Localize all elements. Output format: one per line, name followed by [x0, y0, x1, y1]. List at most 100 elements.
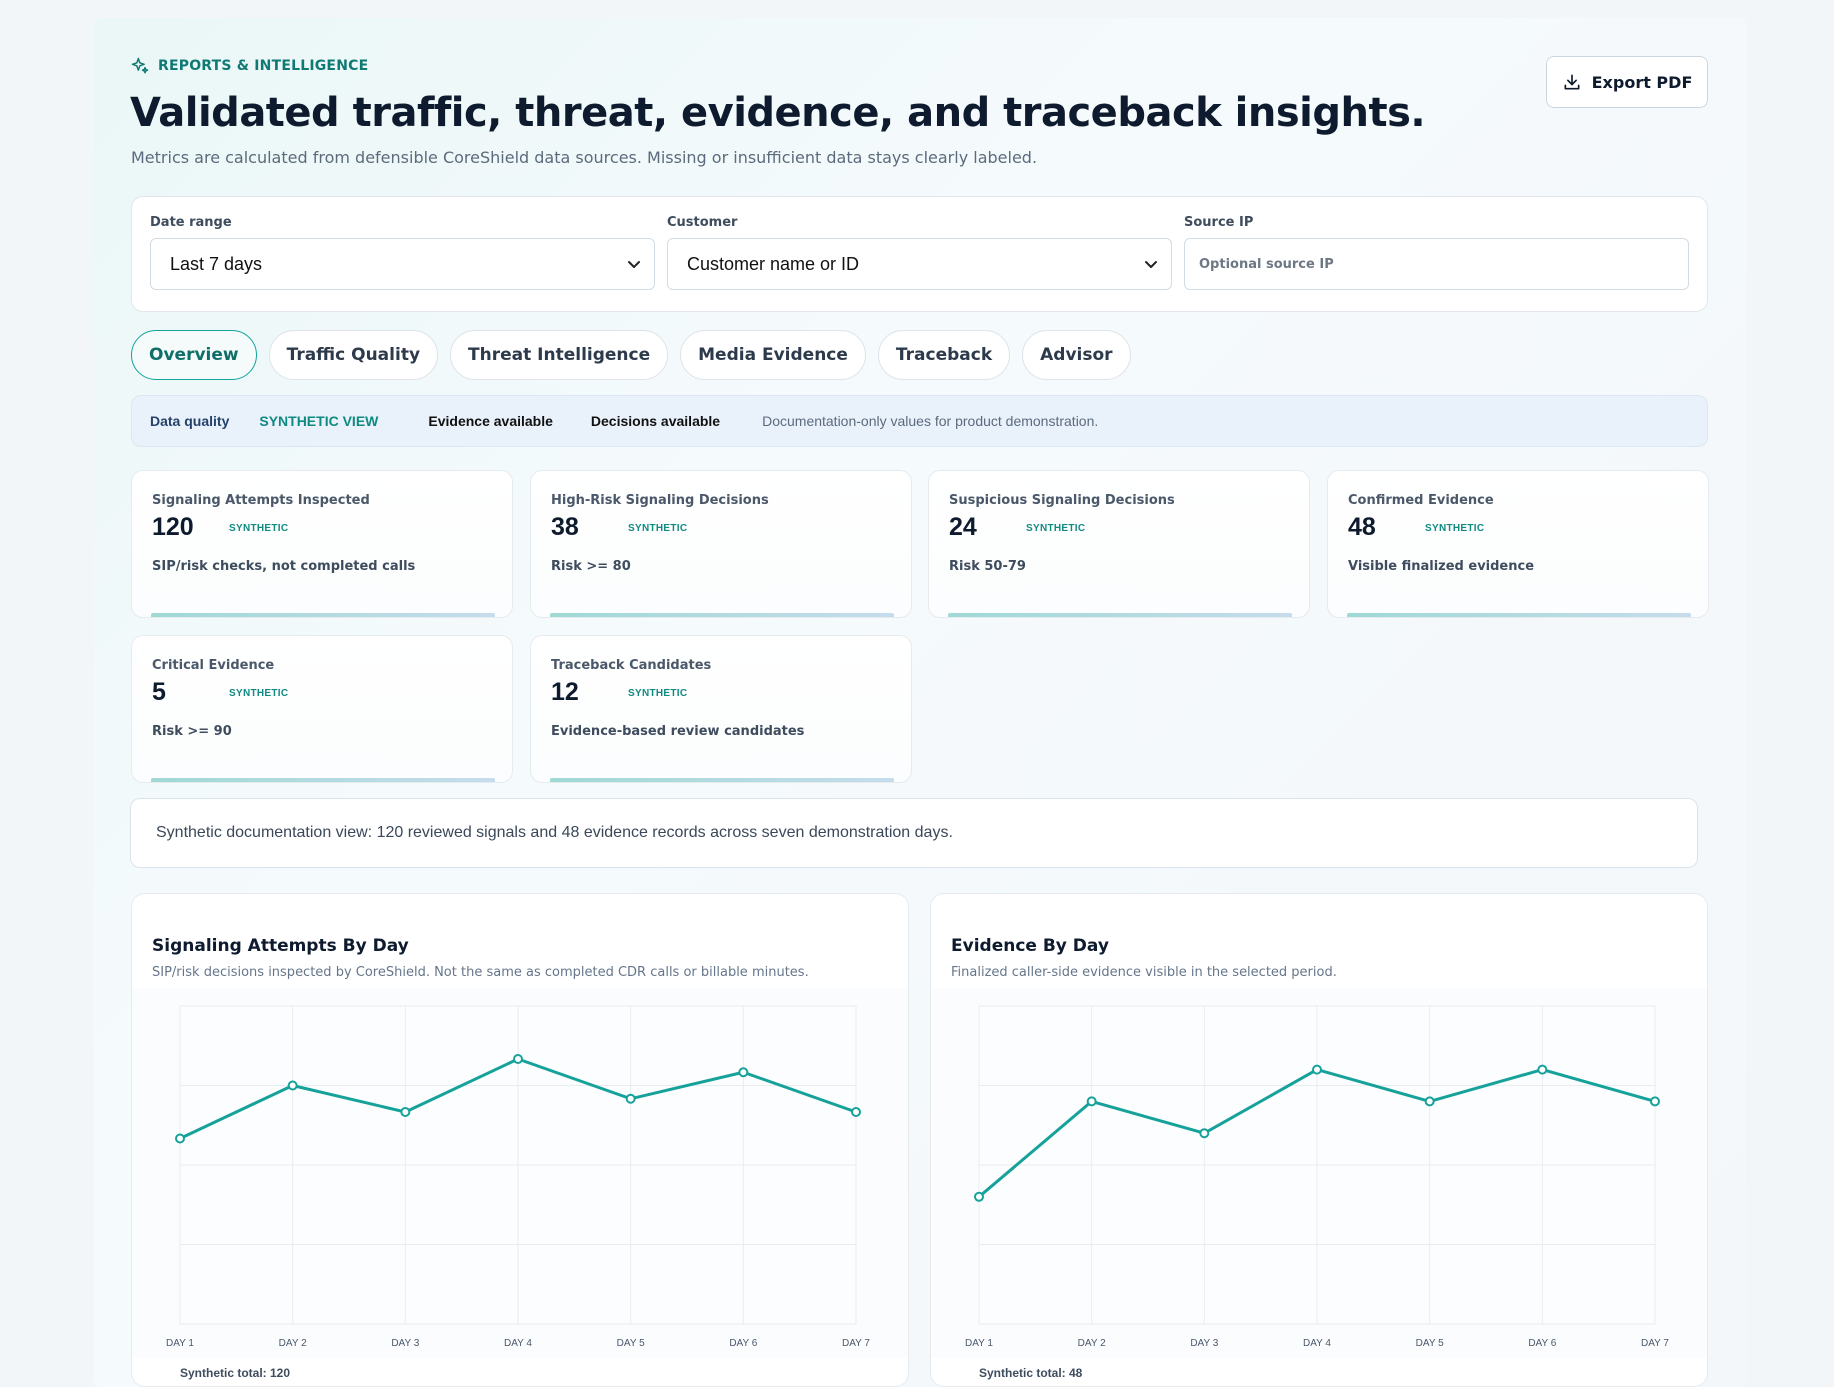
- evidence-available-pill: Evidence available: [428, 413, 553, 429]
- synthetic-badge: SYNTHETIC: [628, 688, 688, 699]
- synthetic-badge: SYNTHETIC: [1425, 523, 1485, 534]
- page-title: Validated traffic, threat, evidence, and…: [130, 90, 1426, 136]
- report-tabs: Overview Traffic Quality Threat Intellig…: [131, 330, 1131, 380]
- synthetic-badge: SYNTHETIC: [229, 688, 289, 699]
- customer-filter: Customer Customer name or ID: [667, 215, 1172, 290]
- synthetic-summary-note: Synthetic documentation view: 120 review…: [130, 798, 1698, 868]
- metric-hint: Risk >= 80: [551, 559, 631, 574]
- data-point: [1086, 1096, 1097, 1107]
- date-range-filter: Date range Last 7 days: [150, 215, 655, 290]
- chart-total: Synthetic total: 120: [180, 1366, 291, 1380]
- data-point: [1537, 1064, 1548, 1075]
- synthetic-badge: SYNTHETIC: [1026, 523, 1086, 534]
- metric-value: 12: [551, 678, 579, 706]
- data-point: [175, 1133, 185, 1144]
- metric-card-critical-evidence: Critical Evidence 5 SYNTHETIC Risk >= 90: [131, 635, 513, 783]
- source-ip-placeholder: Optional source IP: [1199, 256, 1334, 272]
- metric-card-high-risk: High-Risk Signaling Decisions 38 SYNTHET…: [530, 470, 912, 618]
- data-point: [1199, 1128, 1210, 1139]
- source-ip-filter: Source IP Optional source IP: [1184, 215, 1689, 290]
- chart-total: Synthetic total: 48: [979, 1366, 1083, 1380]
- metric-accent-bar: [151, 613, 495, 617]
- download-icon: [1564, 74, 1580, 90]
- metric-hint: SIP/risk checks, not completed calls: [152, 559, 416, 574]
- metric-accent-bar: [550, 778, 894, 782]
- metric-accent-bar: [1347, 613, 1691, 617]
- data-point: [1312, 1064, 1322, 1075]
- metric-value: 48: [1348, 513, 1376, 541]
- tab-advisor[interactable]: Advisor: [1022, 330, 1131, 380]
- metric-accent-bar: [151, 778, 495, 782]
- data-point: [400, 1107, 411, 1117]
- metric-hint: Risk >= 90: [152, 724, 232, 739]
- x-tick-label: DAY 3: [391, 1338, 419, 1349]
- metric-label: Signaling Attempts Inspected: [152, 493, 370, 508]
- data-point: [1424, 1096, 1435, 1107]
- tab-media-evidence[interactable]: Media Evidence: [680, 330, 866, 380]
- data-point: [287, 1080, 298, 1091]
- x-tick-label: DAY 2: [279, 1338, 307, 1349]
- x-tick-label: DAY 1: [166, 1338, 194, 1349]
- customer-select[interactable]: Customer name or ID: [667, 238, 1172, 290]
- date-range-select[interactable]: Last 7 days: [150, 238, 655, 290]
- data-point: [625, 1093, 636, 1104]
- x-tick-label: DAY 5: [1416, 1338, 1444, 1349]
- data-quality-bar: Data quality SYNTHETIC VIEW Evidence ava…: [131, 395, 1708, 447]
- signaling-line-chart: DAY 1 DAY 2 DAY 3 DAY 4 DAY 5 DAY 6 DAY 7: [132, 988, 908, 1358]
- metric-label: Traceback Candidates: [551, 658, 712, 673]
- metric-label: Critical Evidence: [152, 658, 275, 673]
- x-tick-label: DAY 7: [1641, 1338, 1669, 1349]
- metric-hint: Risk 50-79: [949, 559, 1026, 574]
- synthetic-view-badge: SYNTHETIC VIEW: [259, 413, 379, 429]
- source-ip-input[interactable]: Optional source IP: [1184, 238, 1689, 290]
- tab-traceback[interactable]: Traceback: [877, 330, 1011, 380]
- data-point: [851, 1107, 861, 1117]
- eyebrow-label: REPORTS & INTELLIGENCE: [158, 58, 369, 74]
- export-pdf-button[interactable]: Export PDF: [1546, 56, 1708, 108]
- tab-traffic-quality[interactable]: Traffic Quality: [268, 330, 439, 380]
- metric-hint: Evidence-based review candidates: [551, 724, 805, 739]
- synthetic-badge: SYNTHETIC: [229, 523, 289, 534]
- x-tick-label: DAY 4: [504, 1338, 532, 1349]
- data-point: [513, 1054, 523, 1064]
- customer-label: Customer: [667, 215, 738, 230]
- chevron-down-icon: [628, 261, 640, 268]
- metric-hint: Visible finalized evidence: [1348, 559, 1535, 574]
- tab-overview[interactable]: Overview: [131, 330, 257, 380]
- x-tick-label: DAY 2: [1078, 1338, 1106, 1349]
- data-quality-label: Data quality: [150, 413, 230, 429]
- metric-card-confirmed-evidence: Confirmed Evidence 48 SYNTHETIC Visible …: [1327, 470, 1709, 618]
- tab-threat-intelligence[interactable]: Threat Intelligence: [450, 330, 669, 380]
- chart-title: Evidence By Day: [951, 936, 1109, 956]
- metric-label: Suspicious Signaling Decisions: [949, 493, 1175, 508]
- evidence-line-chart: DAY 1 DAY 2 DAY 3 DAY 4 DAY 5 DAY 6 DAY 7: [931, 988, 1707, 1358]
- metric-card-traceback-candidates: Traceback Candidates 12 SYNTHETIC Eviden…: [530, 635, 912, 783]
- date-range-value: Last 7 days: [170, 253, 263, 274]
- metric-card-signaling-attempts: Signaling Attempts Inspected 120 SYNTHET…: [131, 470, 513, 618]
- x-tick-label: DAY 3: [1190, 1338, 1218, 1349]
- eyebrow: REPORTS & INTELLIGENCE: [130, 56, 368, 76]
- chart-card-signaling-attempts: Signaling Attempts By Day SIP/risk decis…: [131, 893, 909, 1387]
- x-tick-label: DAY 1: [965, 1338, 993, 1349]
- metric-value: 38: [551, 513, 579, 541]
- data-quality-note: Documentation-only values for product de…: [762, 413, 1099, 429]
- x-tick-label: DAY 4: [1303, 1338, 1331, 1349]
- sparkle-icon: [131, 57, 149, 74]
- source-ip-label: Source IP: [1184, 215, 1254, 230]
- data-point: [1650, 1096, 1660, 1107]
- metric-accent-bar: [948, 613, 1292, 617]
- filters-panel: Date range Last 7 days Customer Customer…: [131, 196, 1708, 312]
- metric-label: Confirmed Evidence: [1348, 493, 1494, 508]
- data-point: [738, 1067, 749, 1078]
- chart-card-evidence: Evidence By Day Finalized caller-side ev…: [930, 893, 1708, 1387]
- x-tick-label: DAY 6: [729, 1338, 757, 1349]
- reports-page: REPORTS & INTELLIGENCE Validated traffic…: [94, 18, 1746, 1387]
- metric-label: High-Risk Signaling Decisions: [551, 493, 769, 508]
- metric-accent-bar: [550, 613, 894, 617]
- customer-value: Customer name or ID: [687, 253, 860, 274]
- chart-subtitle: Finalized caller-side evidence visible i…: [951, 965, 1337, 980]
- metric-value: 5: [152, 678, 166, 706]
- synthetic-badge: SYNTHETIC: [628, 523, 688, 534]
- metric-value: 24: [949, 513, 977, 541]
- chart-subtitle: SIP/risk decisions inspected by CoreShie…: [152, 965, 809, 980]
